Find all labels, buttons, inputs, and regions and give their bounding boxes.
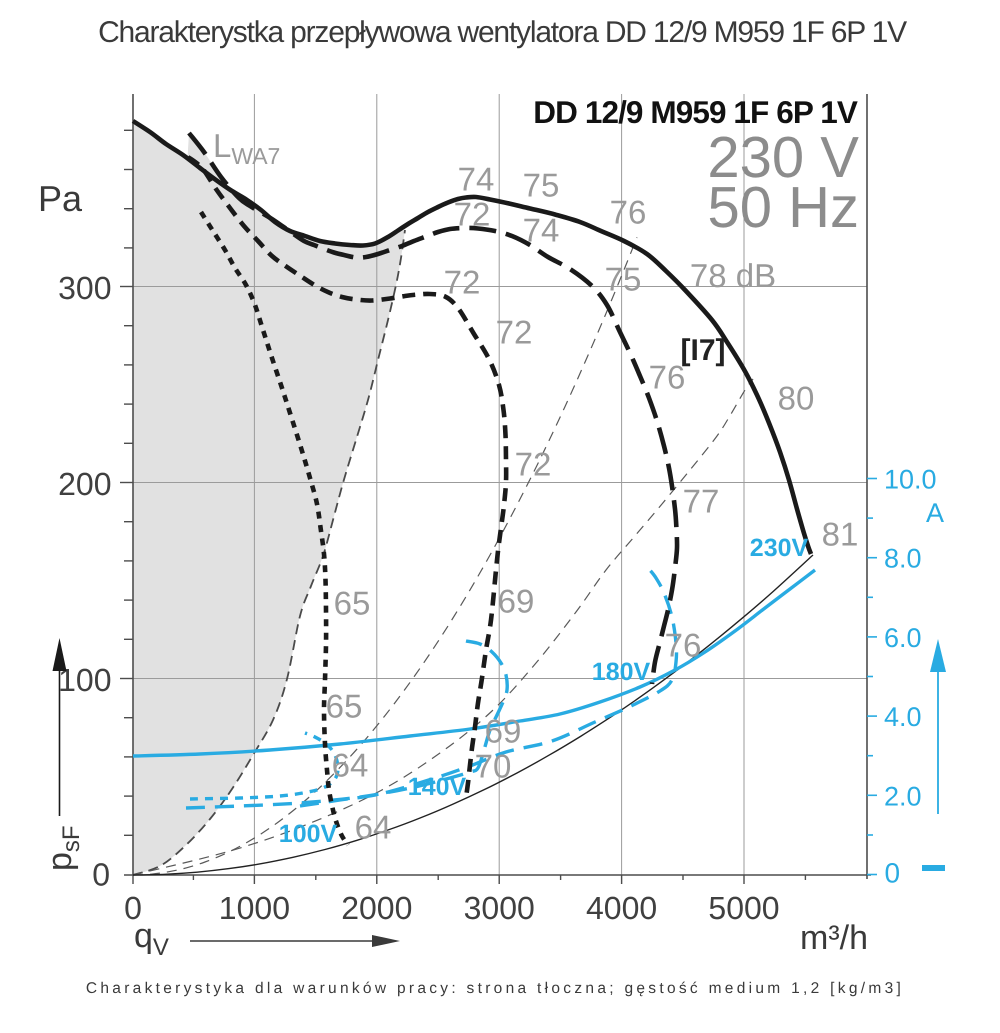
svg-text:76: 76 (665, 627, 702, 664)
svg-text:Pa: Pa (38, 178, 83, 219)
svg-text:A: A (926, 498, 944, 528)
svg-text:4000: 4000 (586, 890, 657, 926)
svg-text:100: 100 (58, 662, 111, 698)
svg-text:230 V: 230 V (707, 125, 859, 190)
svg-text:4.0: 4.0 (884, 702, 922, 732)
svg-text:78 dB: 78 dB (690, 257, 776, 294)
svg-text:74: 74 (523, 212, 560, 249)
svg-text:m³/h: m³/h (800, 919, 868, 957)
svg-text:1000: 1000 (219, 890, 290, 926)
svg-text:2000: 2000 (341, 890, 412, 926)
svg-text:230V: 230V (750, 534, 809, 562)
svg-text:76: 76 (649, 359, 686, 396)
svg-text:64: 64 (332, 747, 369, 784)
svg-text:72: 72 (454, 196, 491, 233)
svg-text:Charakterystyka dla warunków p: Charakterystyka dla warunków pracy: stro… (86, 980, 904, 997)
svg-text:74: 74 (458, 161, 495, 198)
svg-text:69: 69 (498, 583, 535, 620)
svg-text:0: 0 (92, 857, 110, 893)
svg-text:0: 0 (885, 858, 901, 889)
svg-text:70: 70 (475, 748, 512, 785)
svg-text:77: 77 (683, 483, 720, 520)
svg-text:100V: 100V (279, 820, 338, 848)
svg-text:76: 76 (610, 194, 647, 231)
svg-text:64: 64 (355, 809, 392, 846)
svg-text:Charakterystka przepływowa wen: Charakterystka przepływowa wentylatora D… (98, 16, 907, 49)
svg-text:140V: 140V (408, 773, 467, 801)
svg-text:180V: 180V (592, 658, 651, 686)
svg-text:65: 65 (334, 585, 371, 622)
svg-text:8.0: 8.0 (884, 544, 922, 574)
svg-text:72: 72 (496, 314, 533, 351)
svg-text:0: 0 (124, 890, 142, 926)
svg-text:81: 81 (822, 516, 859, 553)
svg-text:72: 72 (515, 446, 552, 483)
svg-text:2.0: 2.0 (884, 781, 922, 811)
svg-text:75: 75 (605, 261, 642, 298)
svg-text:69: 69 (485, 713, 522, 750)
svg-text:300: 300 (58, 270, 111, 306)
svg-text:80: 80 (778, 380, 815, 417)
svg-text:5000: 5000 (708, 890, 779, 926)
svg-text:10.0: 10.0 (884, 465, 937, 495)
svg-text:65: 65 (326, 688, 363, 725)
svg-text:75: 75 (523, 167, 560, 204)
svg-text:6.0: 6.0 (884, 623, 922, 653)
svg-text:72: 72 (444, 264, 481, 301)
svg-text:3000: 3000 (464, 890, 535, 926)
svg-text:DD 12/9 M959 1F 6P 1V: DD 12/9 M959 1F 6P 1V (533, 94, 858, 130)
svg-text:50 Hz: 50 Hz (707, 175, 859, 240)
svg-text:[I7]: [I7] (681, 334, 726, 367)
svg-text:200: 200 (58, 466, 111, 502)
